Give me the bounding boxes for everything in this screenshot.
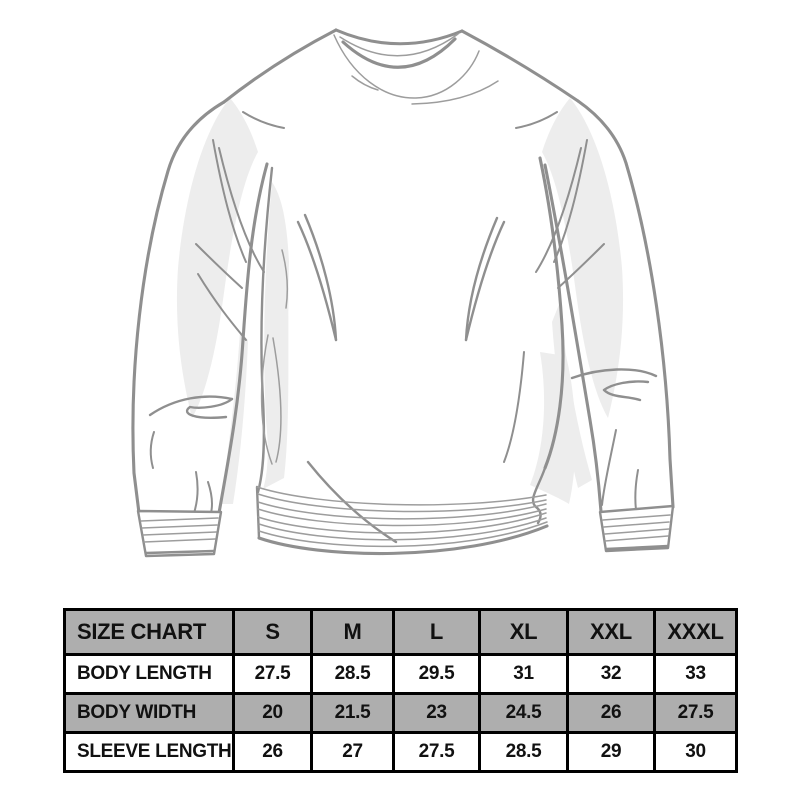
cell-body-length-xxxl: 33 <box>653 653 738 695</box>
shoulders <box>222 28 580 129</box>
long-sleeve-shirt-drawing <box>131 28 675 560</box>
cell-body-length-l: 29.5 <box>392 653 481 695</box>
cell-sleeve-length-l: 27.5 <box>392 731 481 773</box>
row-label-sleeve-length: SLEEVE LENGTH <box>63 731 235 773</box>
cell-body-length-s: 27.5 <box>232 653 313 695</box>
header-cell-s: S <box>232 608 313 656</box>
left-sleeve <box>131 100 269 515</box>
size-chart-section: SIZE CHART S M L XL XXL XXXL BODY LENGTH… <box>63 608 738 773</box>
collar <box>333 28 499 105</box>
cell-body-width-m: 21.5 <box>310 692 395 734</box>
ribbed-hem <box>255 485 549 556</box>
row-label-body-length: BODY LENGTH <box>63 653 235 695</box>
header-cell-m: M <box>310 608 395 656</box>
table-row-body-width: BODY WIDTH 20 21.5 23 24.5 26 27.5 <box>63 692 738 734</box>
cell-body-width-l: 23 <box>392 692 481 734</box>
shirt-illustration <box>131 28 675 560</box>
cell-sleeve-length-xxxl: 30 <box>653 731 738 773</box>
row-label-body-width: BODY WIDTH <box>63 692 235 734</box>
cell-body-width-s: 20 <box>232 692 313 734</box>
cell-body-length-xxl: 32 <box>566 653 656 695</box>
right-cuff <box>598 504 675 553</box>
cell-body-width-xxxl: 27.5 <box>653 692 738 734</box>
right-sleeve <box>535 99 675 514</box>
cell-sleeve-length-xxl: 29 <box>566 731 656 773</box>
header-cell-xl: XL <box>478 608 569 656</box>
left-cuff <box>136 509 223 558</box>
cell-body-length-xl: 31 <box>478 653 569 695</box>
shirt-body-fill <box>224 30 587 560</box>
header-cell-xxxl: XXXL <box>653 608 738 656</box>
header-cell-l: L <box>392 608 481 656</box>
header-cell-xxl: XXL <box>566 608 656 656</box>
cell-body-width-xxl: 26 <box>566 692 656 734</box>
cell-sleeve-length-s: 26 <box>232 731 313 773</box>
table-row-sleeve-length: SLEEVE LENGTH 26 27 27.5 28.5 29 30 <box>63 731 738 773</box>
body-folds <box>256 156 565 544</box>
header-cell-size-chart: SIZE CHART <box>63 608 235 656</box>
header-row: SIZE CHART S M L XL XXL XXXL <box>63 608 738 656</box>
size-chart-table: SIZE CHART S M L XL XXL XXXL BODY LENGTH… <box>63 608 738 773</box>
cell-sleeve-length-xl: 28.5 <box>478 731 569 773</box>
cell-body-width-xl: 24.5 <box>478 692 569 734</box>
cell-sleeve-length-m: 27 <box>310 731 395 773</box>
cell-body-length-m: 28.5 <box>310 653 395 695</box>
table-row-body-length: BODY LENGTH 27.5 28.5 29.5 31 32 33 <box>63 653 738 695</box>
